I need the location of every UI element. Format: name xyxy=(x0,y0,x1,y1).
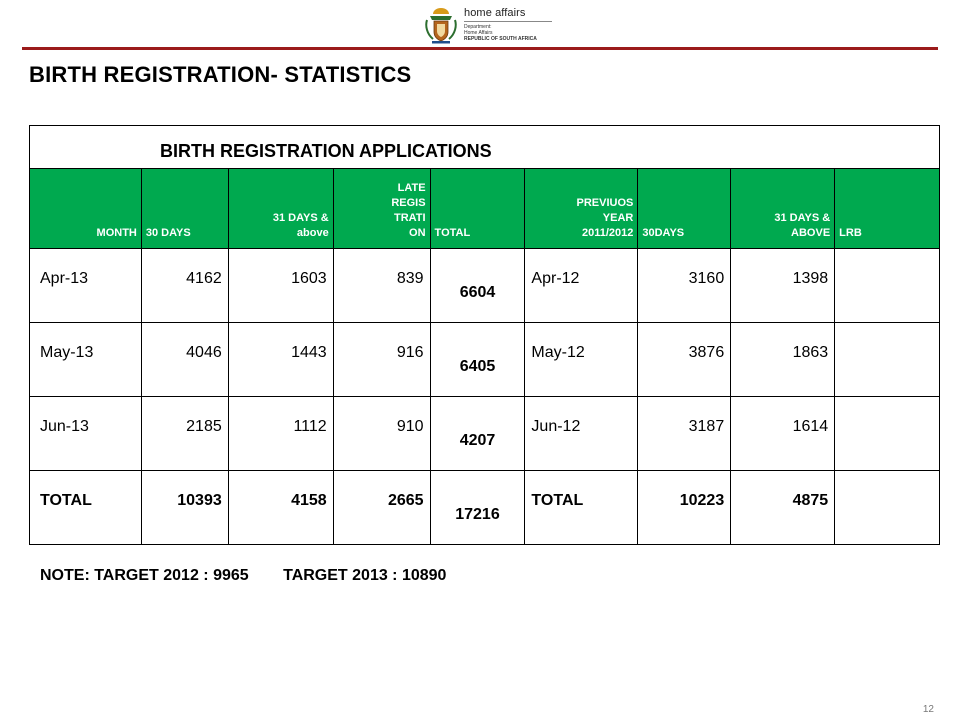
cell-previous-month: Apr-12 xyxy=(524,248,639,323)
logo-divider xyxy=(464,21,552,22)
cell-31-days: 1443 xyxy=(227,322,334,397)
cell-total: 17216 xyxy=(429,470,526,545)
table-total-row: TOTAL 10393 4158 2665 17216 TOTAL 10223 … xyxy=(29,470,940,545)
logo-title: home affairs xyxy=(464,7,526,19)
target-note: NOTE: TARGET 2012 : 9965 TARGET 2013 : 1… xyxy=(40,567,446,585)
col-header-30-days: 30 DAYS xyxy=(140,168,229,249)
cell-late-registration: 2665 xyxy=(332,470,431,545)
cell-lrb xyxy=(834,396,940,471)
cell-prev-31-days: 1614 xyxy=(730,396,836,471)
coat-of-arms-emblem xyxy=(425,8,457,44)
cell-month: May-13 xyxy=(29,322,142,397)
birth-registration-table: BIRTH REGISTRATION APPLICATIONS MONTH 30… xyxy=(29,125,940,545)
table-caption: BIRTH REGISTRATION APPLICATIONS xyxy=(160,141,492,161)
table-caption-cell: BIRTH REGISTRATION APPLICATIONS xyxy=(29,125,940,169)
cell-prev-30-days: 3160 xyxy=(637,248,732,323)
target-note-2013: TARGET 2013 : 10890 xyxy=(283,567,447,584)
cell-lrb xyxy=(834,322,940,397)
cell-total: 6604 xyxy=(429,248,526,323)
cell-31-days: 4158 xyxy=(227,470,334,545)
col-header-month: MONTH xyxy=(29,168,142,249)
logo-line-2: Home Affairs xyxy=(464,30,493,36)
cell-prev-31-days: 1863 xyxy=(730,322,836,397)
col-header-31-days-above: 31 DAYS & above xyxy=(227,168,334,249)
table-row: May-13 4046 1443 916 6405 May-12 3876 18… xyxy=(29,322,940,397)
cell-total: 4207 xyxy=(429,396,526,471)
table-header-row: MONTH 30 DAYS 31 DAYS & above LATE REGIS… xyxy=(29,168,940,249)
page-title: BIRTH REGISTRATION- STATISTICS xyxy=(29,62,412,87)
cell-previous-month: TOTAL xyxy=(524,470,639,545)
cell-month: Jun-13 xyxy=(29,396,142,471)
home-affairs-logo: home affairs Department: Home Affairs RE… xyxy=(424,6,554,44)
cell-month: Apr-13 xyxy=(29,248,142,323)
cell-prev-31-days: 1398 xyxy=(730,248,836,323)
cell-30-days: 4162 xyxy=(140,248,229,323)
target-note-2012: NOTE: TARGET 2012 : 9965 xyxy=(40,567,249,584)
col-header-prev-31-days-above: 31 DAYS & ABOVE xyxy=(730,168,836,249)
cell-prev-30-days: 3187 xyxy=(637,396,732,471)
table-row: Jun-13 2185 1112 910 4207 Jun-12 3187 16… xyxy=(29,396,940,471)
cell-prev-30-days: 3876 xyxy=(637,322,732,397)
cell-31-days: 1603 xyxy=(227,248,334,323)
cell-late-registration: 916 xyxy=(332,322,431,397)
cell-31-days: 1112 xyxy=(227,396,334,471)
cell-lrb xyxy=(834,248,940,323)
logo-line-3: REPUBLIC OF SOUTH AFRICA xyxy=(464,36,537,42)
cell-30-days: 10393 xyxy=(140,470,229,545)
cell-prev-31-days: 4875 xyxy=(730,470,836,545)
cell-late-registration: 910 xyxy=(332,396,431,471)
cell-30-days: 4046 xyxy=(140,322,229,397)
logo-line-1: Department: xyxy=(464,24,492,30)
cell-previous-month: May-12 xyxy=(524,322,639,397)
cell-lrb xyxy=(834,470,940,545)
cell-previous-month: Jun-12 xyxy=(524,396,639,471)
page-number: 12 xyxy=(922,704,934,715)
header-divider xyxy=(22,47,938,50)
col-header-total: TOTAL xyxy=(429,168,526,249)
cell-total: 6405 xyxy=(429,322,526,397)
cell-late-registration: 839 xyxy=(332,248,431,323)
col-header-lrb: LRB xyxy=(834,168,940,249)
col-header-late-registration: LATE REGIS TRATI ON xyxy=(332,168,431,249)
table-row: Apr-13 4162 1603 839 6604 Apr-12 3160 13… xyxy=(29,248,940,323)
cell-prev-30-days: 10223 xyxy=(637,470,732,545)
col-header-previous-year: PREVIUOS YEAR 2011/2012 xyxy=(524,168,639,249)
cell-month: TOTAL xyxy=(29,470,142,545)
col-header-prev-30-days: 30DAYS xyxy=(637,168,732,249)
cell-30-days: 2185 xyxy=(140,396,229,471)
